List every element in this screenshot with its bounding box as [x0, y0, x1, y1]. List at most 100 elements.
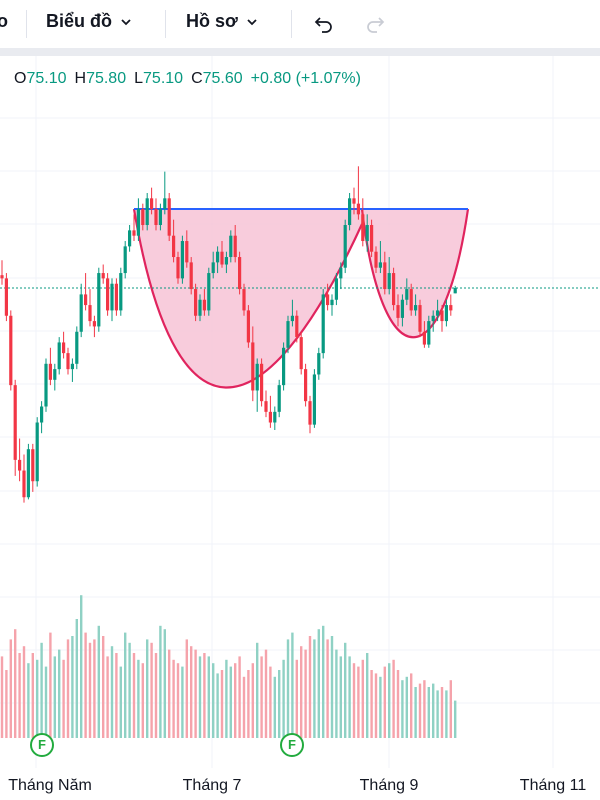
candle-body [361, 214, 365, 242]
candle-body [92, 321, 96, 327]
volume-bar [326, 639, 329, 738]
toolbar-divider [165, 10, 166, 38]
candle-body [136, 209, 140, 236]
volume-bar [163, 629, 166, 738]
volume-bar [220, 670, 224, 738]
candle-body [75, 331, 79, 364]
top-toolbar: o Biểu đồ Hồ sơ [0, 0, 600, 48]
volume-bar [62, 659, 65, 738]
candle-body [176, 257, 180, 279]
candle-body [18, 459, 22, 471]
volume-bar [432, 683, 435, 738]
legend-open-value: 75.10 [26, 70, 67, 87]
volume-bar [181, 666, 184, 738]
undo-icon[interactable] [311, 12, 335, 36]
candle-body [88, 305, 92, 322]
volume-bar [317, 629, 320, 738]
legend-close-key: C [191, 70, 203, 87]
volume-bar [388, 663, 391, 738]
volume-bar [168, 649, 171, 738]
volume-bar [84, 632, 87, 738]
candle-body [4, 278, 8, 316]
volume-bar [71, 636, 74, 738]
candle-body [348, 198, 352, 226]
volume-bar [300, 646, 303, 738]
candle-body [106, 278, 110, 311]
chevron-down-icon [121, 18, 131, 25]
volume-bar [132, 653, 136, 738]
candle-body [180, 241, 184, 279]
toolbar-partial-item[interactable]: o [0, 11, 8, 32]
chart-menu-button[interactable]: Biểu đồ [46, 11, 132, 32]
volume-bar [278, 670, 281, 738]
candle-body [286, 321, 290, 348]
x-axis-label: Tháng Năm [8, 777, 92, 794]
candle-body [53, 369, 57, 380]
candle-body [189, 262, 193, 290]
candle-body [202, 299, 206, 311]
volume-bar [335, 649, 338, 738]
volume-bar [260, 656, 263, 738]
financial-event-badge[interactable]: F [280, 733, 304, 757]
volume-bar [344, 642, 347, 738]
candle-body [343, 225, 347, 268]
candle-body [238, 257, 242, 290]
volume-bar [418, 683, 422, 738]
volume-bar [234, 663, 237, 738]
volume-bar [449, 680, 452, 738]
volume-bar [427, 687, 430, 738]
candle-body [299, 337, 303, 370]
profile-menu-button[interactable]: Hồ sơ [186, 11, 258, 32]
candle-body [119, 273, 123, 311]
candle-body [198, 299, 202, 316]
candle-body [444, 305, 448, 322]
candle-body [163, 198, 167, 209]
cup-pattern-fill [134, 209, 362, 388]
candle-body [35, 422, 39, 482]
candle-body [273, 411, 277, 423]
candle-body [66, 353, 70, 370]
redo-icon[interactable] [364, 12, 388, 36]
candle-body [326, 294, 330, 306]
volume-bar [313, 639, 316, 738]
volume-bar [207, 656, 210, 738]
volume-bar [150, 642, 153, 738]
candle-body [220, 251, 224, 265]
volume-bar [115, 653, 118, 738]
volume-bar [304, 649, 307, 738]
volume-bar [229, 666, 232, 738]
candle-body [383, 262, 387, 290]
candle-body [321, 294, 325, 354]
volume-bar [374, 673, 378, 738]
candle-body [229, 235, 233, 258]
candle-body [260, 363, 264, 402]
candle-body [216, 251, 220, 263]
volume-bar [5, 670, 8, 738]
chevron-down-icon [247, 18, 257, 25]
candle-body [145, 198, 149, 226]
volume-bar [379, 676, 382, 738]
volume-bar [401, 680, 404, 738]
volume-bar [36, 659, 39, 738]
volume-bar [110, 646, 114, 738]
financial-event-badge[interactable]: F [30, 733, 54, 757]
volume-bar [414, 687, 417, 738]
handle-curve [360, 208, 470, 339]
volume-bar [0, 656, 4, 738]
legend-low-key: L [134, 70, 144, 87]
volume-bar [352, 663, 356, 738]
price-chart[interactable] [0, 56, 600, 800]
candle-body [185, 241, 189, 263]
candle-body [440, 310, 444, 322]
volume-bar [225, 659, 228, 738]
candle-body [295, 315, 299, 338]
volume-bar [436, 690, 439, 738]
volume-bar [396, 670, 400, 738]
candle-body [242, 289, 246, 311]
candle-body [414, 305, 418, 311]
candle-body [123, 246, 127, 274]
toolbar-partial-label: o [0, 11, 8, 31]
candle-body [26, 449, 30, 498]
volume-bar [31, 653, 34, 738]
volume-bar [392, 659, 395, 738]
